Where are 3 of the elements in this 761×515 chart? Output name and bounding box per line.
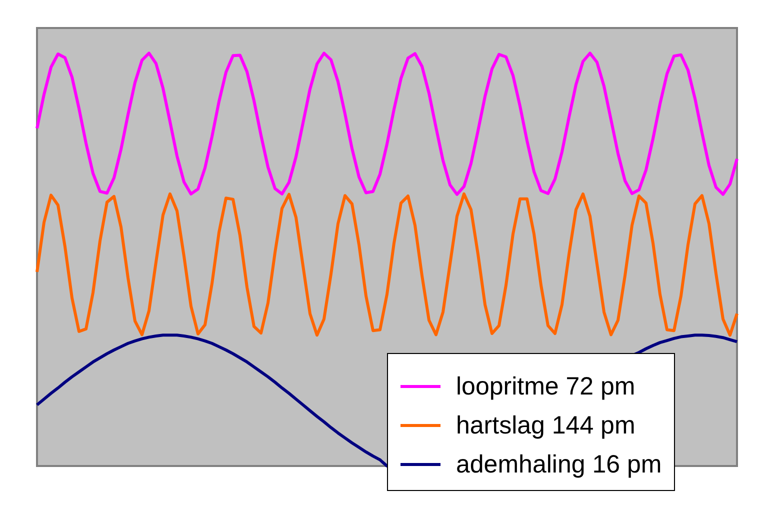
- legend-label: hartslag 144 pm: [456, 412, 636, 440]
- legend-label: ademhaling 16 pm: [456, 450, 662, 478]
- legend-label: loopritme 72 pm: [456, 372, 636, 400]
